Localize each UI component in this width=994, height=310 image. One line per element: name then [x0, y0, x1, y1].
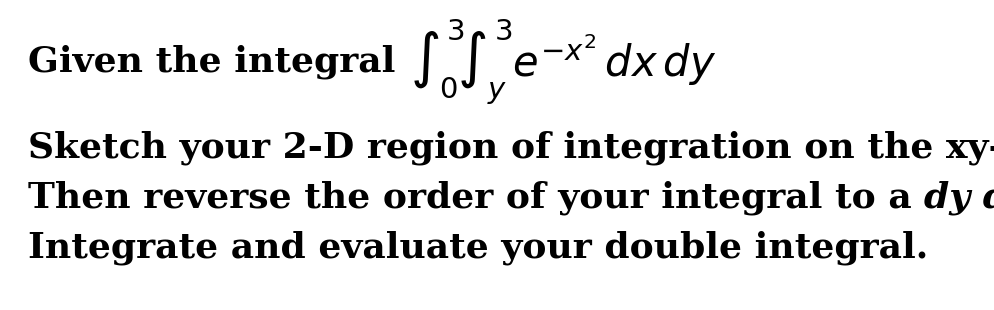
Text: Integrate and evaluate your double integral.: Integrate and evaluate your double integ… — [28, 231, 928, 265]
Text: dy dx: dy dx — [924, 181, 994, 215]
Text: Then reverse the order of your integral to a: Then reverse the order of your integral … — [28, 181, 924, 215]
Text: Sketch your 2-D region of integration on the xy-plane.: Sketch your 2-D region of integration on… — [28, 131, 994, 165]
Text: $\int_0^3\!\int_y^3 e^{-x^2}\,dx\,dy$: $\int_0^3\!\int_y^3 e^{-x^2}\,dx\,dy$ — [410, 17, 717, 107]
Text: Given the integral: Given the integral — [28, 45, 408, 79]
